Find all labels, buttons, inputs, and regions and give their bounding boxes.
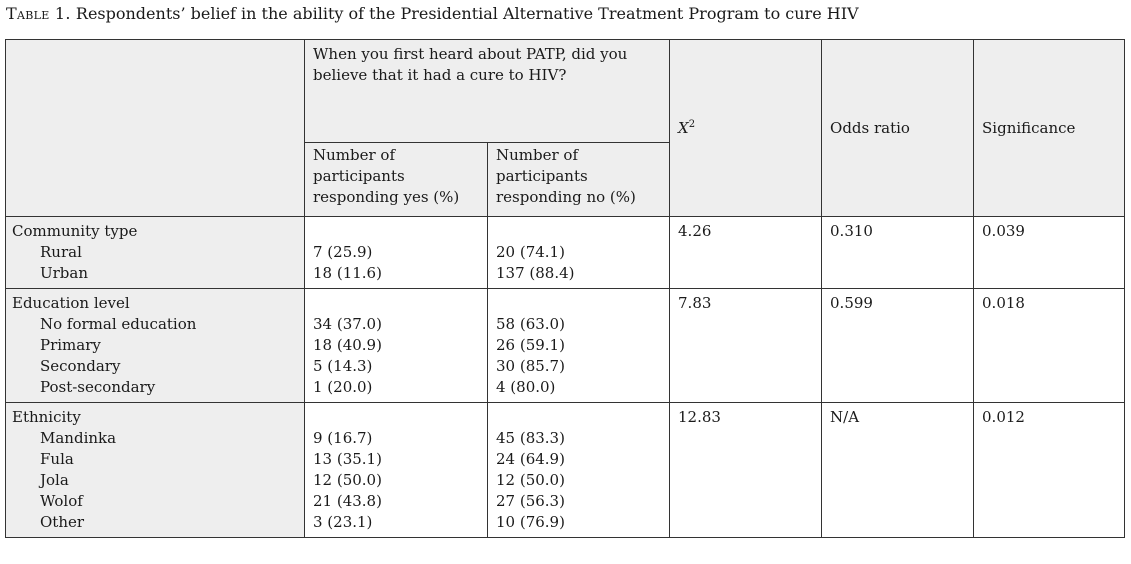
odds-ratio-value: 0.599 [821,288,975,403]
row-label: Education level No formal education Prim… [5,288,305,403]
row-label: Ethnicity Mandinka Fula Jola Wolof Other [5,402,305,538]
yes-values: 9 (16.7) 13 (35.1) 12 (50.0) 21 (43.8) 3… [304,402,488,538]
header-yes: Number of participants responding yes (%… [304,142,488,217]
table-row: Community type Rural Urban 7 (25.9) 18 (… [5,216,1126,289]
no-values: 20 (74.1) 137 (88.4) [486,216,671,289]
header-question-line: When you first heard about PATP, did you [313,45,628,63]
significance-value: 0.018 [973,288,1126,403]
yes-values: 34 (37.0) 18 (40.9) 5 (14.3) 1 (20.0) [304,288,488,403]
odds-ratio-value: N/A [821,402,975,538]
header-chi-square: X2 [669,39,823,217]
odds-ratio-value: 0.310 [821,216,975,289]
no-values: 45 (83.3) 24 (64.9) 12 (50.0) 27 (56.3) … [486,402,671,538]
table-row: Ethnicity Mandinka Fula Jola Wolof Other… [5,402,1126,538]
header-question: When you first heard about PATP, did you… [303,39,671,143]
table-caption-text: Respondents’ belief in the ability of th… [75,4,859,23]
yes-values: 7 (25.9) 18 (11.6) [304,216,488,289]
header-odds-ratio: Odds ratio [821,39,975,217]
chi-square-value: 4.26 [669,216,823,289]
significance-value: 0.012 [973,402,1126,538]
header-no: Number of participants responding no (%) [486,142,671,217]
table-caption-label: Table 1. [6,4,71,23]
table-caption: Table 1. Respondents’ belief in the abil… [6,4,859,24]
header-blank-cell [5,39,305,217]
header-question-line: believe that it had a cure to HIV? [313,66,567,84]
chi-square-value: 7.83 [669,288,823,403]
table-row: Education level No formal education Prim… [5,288,1126,403]
chi-square-value: 12.83 [669,402,823,538]
significance-value: 0.039 [973,216,1126,289]
row-label: Community type Rural Urban [5,216,305,289]
no-values: 58 (63.0) 26 (59.1) 30 (85.7) 4 (80.0) [486,288,671,403]
results-table: When you first heard about PATP, did you… [5,39,1126,538]
header-significance: Significance [973,39,1126,217]
